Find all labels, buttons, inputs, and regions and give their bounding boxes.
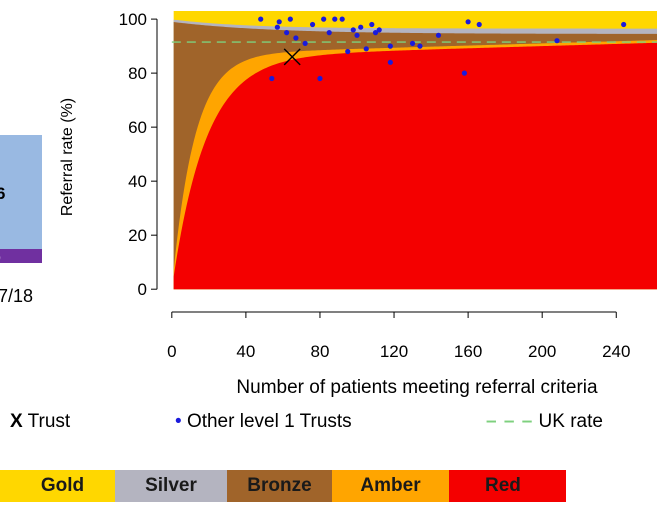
- band-area-red: [173, 42, 657, 290]
- y-axis-label: Referral rate (%): [59, 98, 76, 216]
- band-gold-label: Gold: [40, 475, 85, 496]
- left-panel-bar: [0, 135, 42, 249]
- band-amber-label: Amber: [360, 475, 421, 496]
- band-red: Red: [449, 470, 566, 502]
- other-trust-point: [317, 75, 323, 82]
- other-trust-point: [276, 19, 282, 25]
- band-bronze-label: Bronze: [247, 475, 312, 496]
- other-trust-point: [461, 70, 468, 76]
- other-trust-point: [409, 40, 416, 47]
- other-trust-point: [269, 75, 275, 82]
- legend-other-marker: •: [175, 411, 182, 432]
- other-trust-point: [258, 16, 264, 22]
- other-trust-point: [417, 43, 423, 49]
- other-trust-point: [435, 32, 442, 38]
- other-trust-point: [376, 27, 382, 33]
- band-key: Gold Silver Bronze Amber Red: [0, 470, 668, 502]
- left-panel: 6 0 7/18: [0, 135, 42, 306]
- y-tick-label: 60: [128, 118, 147, 137]
- legend-trust-label: Trust: [27, 411, 71, 432]
- other-trust-point: [372, 30, 379, 36]
- legend-other-trusts: • Other level 1 Trusts: [175, 402, 352, 442]
- left-panel-purple-bar: [0, 249, 42, 263]
- other-trust-point: [326, 30, 332, 36]
- other-trust-point: [302, 40, 308, 47]
- band-red-label: Red: [485, 475, 521, 496]
- other-trust-point: [321, 16, 327, 22]
- other-trust-point: [358, 24, 364, 30]
- y-tick-label: 20: [128, 226, 147, 245]
- left-panel-year-label: 7/18: [0, 286, 33, 306]
- other-trust-point: [274, 24, 280, 30]
- x-tick-label: 0: [167, 342, 176, 361]
- other-trust-point: [369, 21, 375, 28]
- y-tick-label: 0: [138, 280, 147, 299]
- other-trust-point: [387, 43, 393, 49]
- x-tick-label: 120: [380, 342, 408, 361]
- x-tick-label: 40: [236, 342, 255, 361]
- plot-area: 0 20 40 60 80 100 0 40 80 120 160 200 240: [119, 10, 657, 361]
- y-tick-label: 80: [128, 64, 147, 83]
- other-trust-point: [339, 16, 345, 22]
- band-silver: Silver: [115, 470, 227, 502]
- other-trust-point: [554, 38, 560, 44]
- trust-point: [283, 48, 301, 66]
- other-trust-points: [258, 16, 627, 82]
- legend-trust-marker: X: [10, 411, 23, 432]
- other-trust-point: [363, 46, 369, 52]
- x-tick-label: 200: [528, 342, 556, 361]
- x-tick-label: 240: [602, 342, 630, 361]
- other-trust-point: [287, 16, 293, 22]
- other-trust-point: [465, 19, 471, 25]
- y-tick-label: 100: [119, 10, 147, 29]
- funnel-bands: [173, 11, 657, 290]
- band-gold: Gold: [0, 470, 115, 502]
- trust-marker-stroke: [283, 48, 301, 66]
- other-trust-point: [293, 35, 299, 41]
- x-axis-label: Number of patients meeting referral crit…: [236, 377, 598, 398]
- left-panel-value: 6: [0, 184, 5, 203]
- left-panel-purple-value: 0: [0, 251, 1, 265]
- legend-uk-label: UK rate: [538, 411, 603, 432]
- other-trust-point: [345, 48, 351, 55]
- other-trust-point: [476, 21, 482, 28]
- other-trust-point: [387, 59, 393, 65]
- other-trust-point: [621, 21, 627, 28]
- other-trust-point: [284, 30, 290, 36]
- other-trust-point: [350, 27, 356, 33]
- other-trust-point: [309, 21, 316, 28]
- legend-uk-rate: – – – UK rate: [486, 402, 603, 442]
- legend-other-label: Other level 1 Trusts: [186, 411, 352, 432]
- other-trust-point: [332, 16, 338, 22]
- band-silver-label: Silver: [145, 475, 197, 496]
- legend: X Trust • Other level 1 Trusts – – – UK …: [0, 402, 668, 442]
- band-amber: Amber: [332, 470, 449, 502]
- legend-trust: X Trust: [10, 402, 70, 442]
- axes: 0 20 40 60 80 100 0 40 80 120 160 200 240: [119, 10, 631, 361]
- band-bronze: Bronze: [227, 470, 332, 502]
- x-tick-label: 160: [454, 342, 482, 361]
- x-tick-label: 80: [311, 342, 330, 361]
- y-tick-label: 40: [128, 172, 147, 191]
- other-trust-point: [354, 32, 360, 38]
- legend-uk-dash: – – –: [486, 411, 534, 432]
